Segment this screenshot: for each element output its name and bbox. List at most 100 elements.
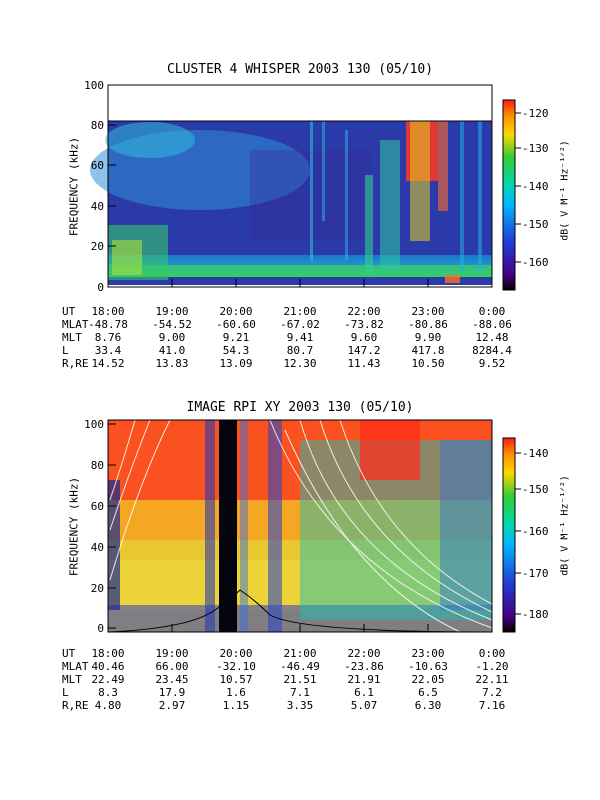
bottom-y-tick: 60 xyxy=(90,500,104,513)
ephemeris-value: 11.43 xyxy=(347,357,381,370)
ephemeris-value: 7.2 xyxy=(482,686,502,699)
bottom-cbar-tick: -150 xyxy=(522,483,549,496)
ephemeris-value: 13.83 xyxy=(155,357,189,370)
top-y-axis-label: FREQUENCY (kHz) xyxy=(67,136,81,237)
top-y-tick: 0 xyxy=(97,281,104,294)
bottom-data-gap xyxy=(219,420,237,632)
ephemeris-value: 8.3 xyxy=(98,686,118,699)
bottom-y-tick: 80 xyxy=(90,459,104,472)
ephemeris-value: 6.1 xyxy=(354,686,374,699)
ephemeris-value: -48.78 xyxy=(88,318,128,331)
ephemeris-value: 23:00 xyxy=(411,305,445,318)
top-y-tick: 60 xyxy=(90,159,104,172)
ephemeris-value: 2.97 xyxy=(158,699,186,712)
ephem-label: L xyxy=(62,686,69,699)
ephemeris-value: 21.91 xyxy=(347,673,381,686)
ephemeris-value: -54.52 xyxy=(152,318,192,331)
ephemeris-value: -88.06 xyxy=(472,318,512,331)
ephemeris-value: -1.20 xyxy=(475,660,509,673)
ephemeris-value: 19:00 xyxy=(155,305,189,318)
ephem-label: UT xyxy=(62,305,76,318)
ephemeris-value: 80.7 xyxy=(286,344,314,357)
bottom-cbar-tick: -170 xyxy=(522,567,549,580)
ephemeris-value: -60.60 xyxy=(216,318,256,331)
ephemeris-value: 9.90 xyxy=(414,331,442,344)
ephemeris-value: 23.45 xyxy=(155,673,189,686)
ephemeris-value: -67.02 xyxy=(280,318,320,331)
ephemeris-value: 147.2 xyxy=(347,344,381,357)
top-cbar-tick: -160 xyxy=(522,256,549,269)
ephemeris-value: 33.4 xyxy=(94,344,122,357)
ephemeris-value: 20:00 xyxy=(219,305,253,318)
top-cbar-tick: -120 xyxy=(522,107,549,120)
top-cbar-tick: -150 xyxy=(522,218,549,231)
ephemeris-value: 18:00 xyxy=(91,305,125,318)
ephemeris-value: 22:00 xyxy=(347,647,381,660)
bottom-y-axis-label: FREQUENCY (kHz) xyxy=(67,476,81,577)
ephemeris-value: -10.63 xyxy=(408,660,448,673)
ephemeris-value: 7.1 xyxy=(290,686,310,699)
ephemeris-value: 22:00 xyxy=(347,305,381,318)
ephem-label: MLT xyxy=(62,331,82,344)
top-colorbar-label: dB( V M⁻¹ Hz⁻¹ᐟ²) xyxy=(559,140,571,241)
bottom-dispersion-curves xyxy=(109,419,493,633)
bottom-cbar-tick: -180 xyxy=(522,608,549,621)
ephem-label: R,RE xyxy=(62,357,89,370)
bottom-cbar-tick: -140 xyxy=(522,447,549,460)
ephemeris-value: 10.57 xyxy=(219,673,253,686)
ephemeris-value: 17.9 xyxy=(158,686,186,699)
ephemeris-value: 54.3 xyxy=(222,344,250,357)
bottom-y-tick: 100 xyxy=(84,418,104,431)
ephemeris-value: 14.52 xyxy=(91,357,125,370)
bottom-y-tick: 0 xyxy=(97,622,104,635)
top-y-tick: 100 xyxy=(84,79,104,92)
ephemeris-value: 7.16 xyxy=(478,699,506,712)
ephemeris-value: 417.8 xyxy=(411,344,445,357)
ephemeris-value: 9.00 xyxy=(158,331,186,344)
bottom-cbar-tick: -160 xyxy=(522,525,549,538)
bottom-y-axis xyxy=(108,423,116,629)
ephemeris-value: 8284.4 xyxy=(472,344,512,357)
ephemeris-value: 40.46 xyxy=(91,660,125,673)
ephemeris-value: 0:00 xyxy=(478,647,506,660)
ephemeris-value: 21.51 xyxy=(283,673,317,686)
ephemeris-value: 23:00 xyxy=(411,647,445,660)
ephemeris-value: 20:00 xyxy=(219,647,253,660)
ephemeris-value: 9.41 xyxy=(286,331,314,344)
bottom-x-axis xyxy=(107,624,493,632)
ephemeris-value: -73.82 xyxy=(344,318,384,331)
ephemeris-value: 21:00 xyxy=(283,305,317,318)
ephemeris-value: 6.30 xyxy=(414,699,442,712)
ephemeris-value: 18:00 xyxy=(91,647,125,660)
ephemeris-value: 66.00 xyxy=(155,660,189,673)
ephemeris-value: -80.86 xyxy=(408,318,448,331)
ephem-label: MLAT xyxy=(62,660,89,673)
ephemeris-value: 10.50 xyxy=(411,357,445,370)
top-y-axis xyxy=(108,84,116,288)
ephemeris-value: 12.30 xyxy=(283,357,317,370)
ephemeris-value: 5.07 xyxy=(350,699,378,712)
ephemeris-value: 12.48 xyxy=(475,331,509,344)
bottom-colorbar xyxy=(502,437,516,633)
ephemeris-value: -32.10 xyxy=(216,660,256,673)
ephemeris-value: 21:00 xyxy=(283,647,317,660)
ephemeris-value: 4.80 xyxy=(94,699,122,712)
ephemeris-value: 22.11 xyxy=(475,673,509,686)
ephem-label: MLT xyxy=(62,673,82,686)
top-y-tick: 40 xyxy=(90,200,104,213)
top-cbar-tick: -140 xyxy=(522,180,549,193)
ephemeris-value: 9.60 xyxy=(350,331,378,344)
bottom-fp-curve xyxy=(109,589,493,633)
top-cbar-tick: -130 xyxy=(522,142,549,155)
ephemeris-value: 9.21 xyxy=(222,331,250,344)
ephemeris-value: 1.15 xyxy=(222,699,250,712)
ephemeris-value: 8.76 xyxy=(94,331,122,344)
top-y-tick: 80 xyxy=(90,119,104,132)
ephemeris-value: -46.49 xyxy=(280,660,320,673)
top-y-tick: 20 xyxy=(90,240,104,253)
ephem-label: MLAT xyxy=(62,318,89,331)
ephemeris-value: 19:00 xyxy=(155,647,189,660)
ephemeris-value: 9.52 xyxy=(478,357,506,370)
ephemeris-value: 0:00 xyxy=(478,305,506,318)
